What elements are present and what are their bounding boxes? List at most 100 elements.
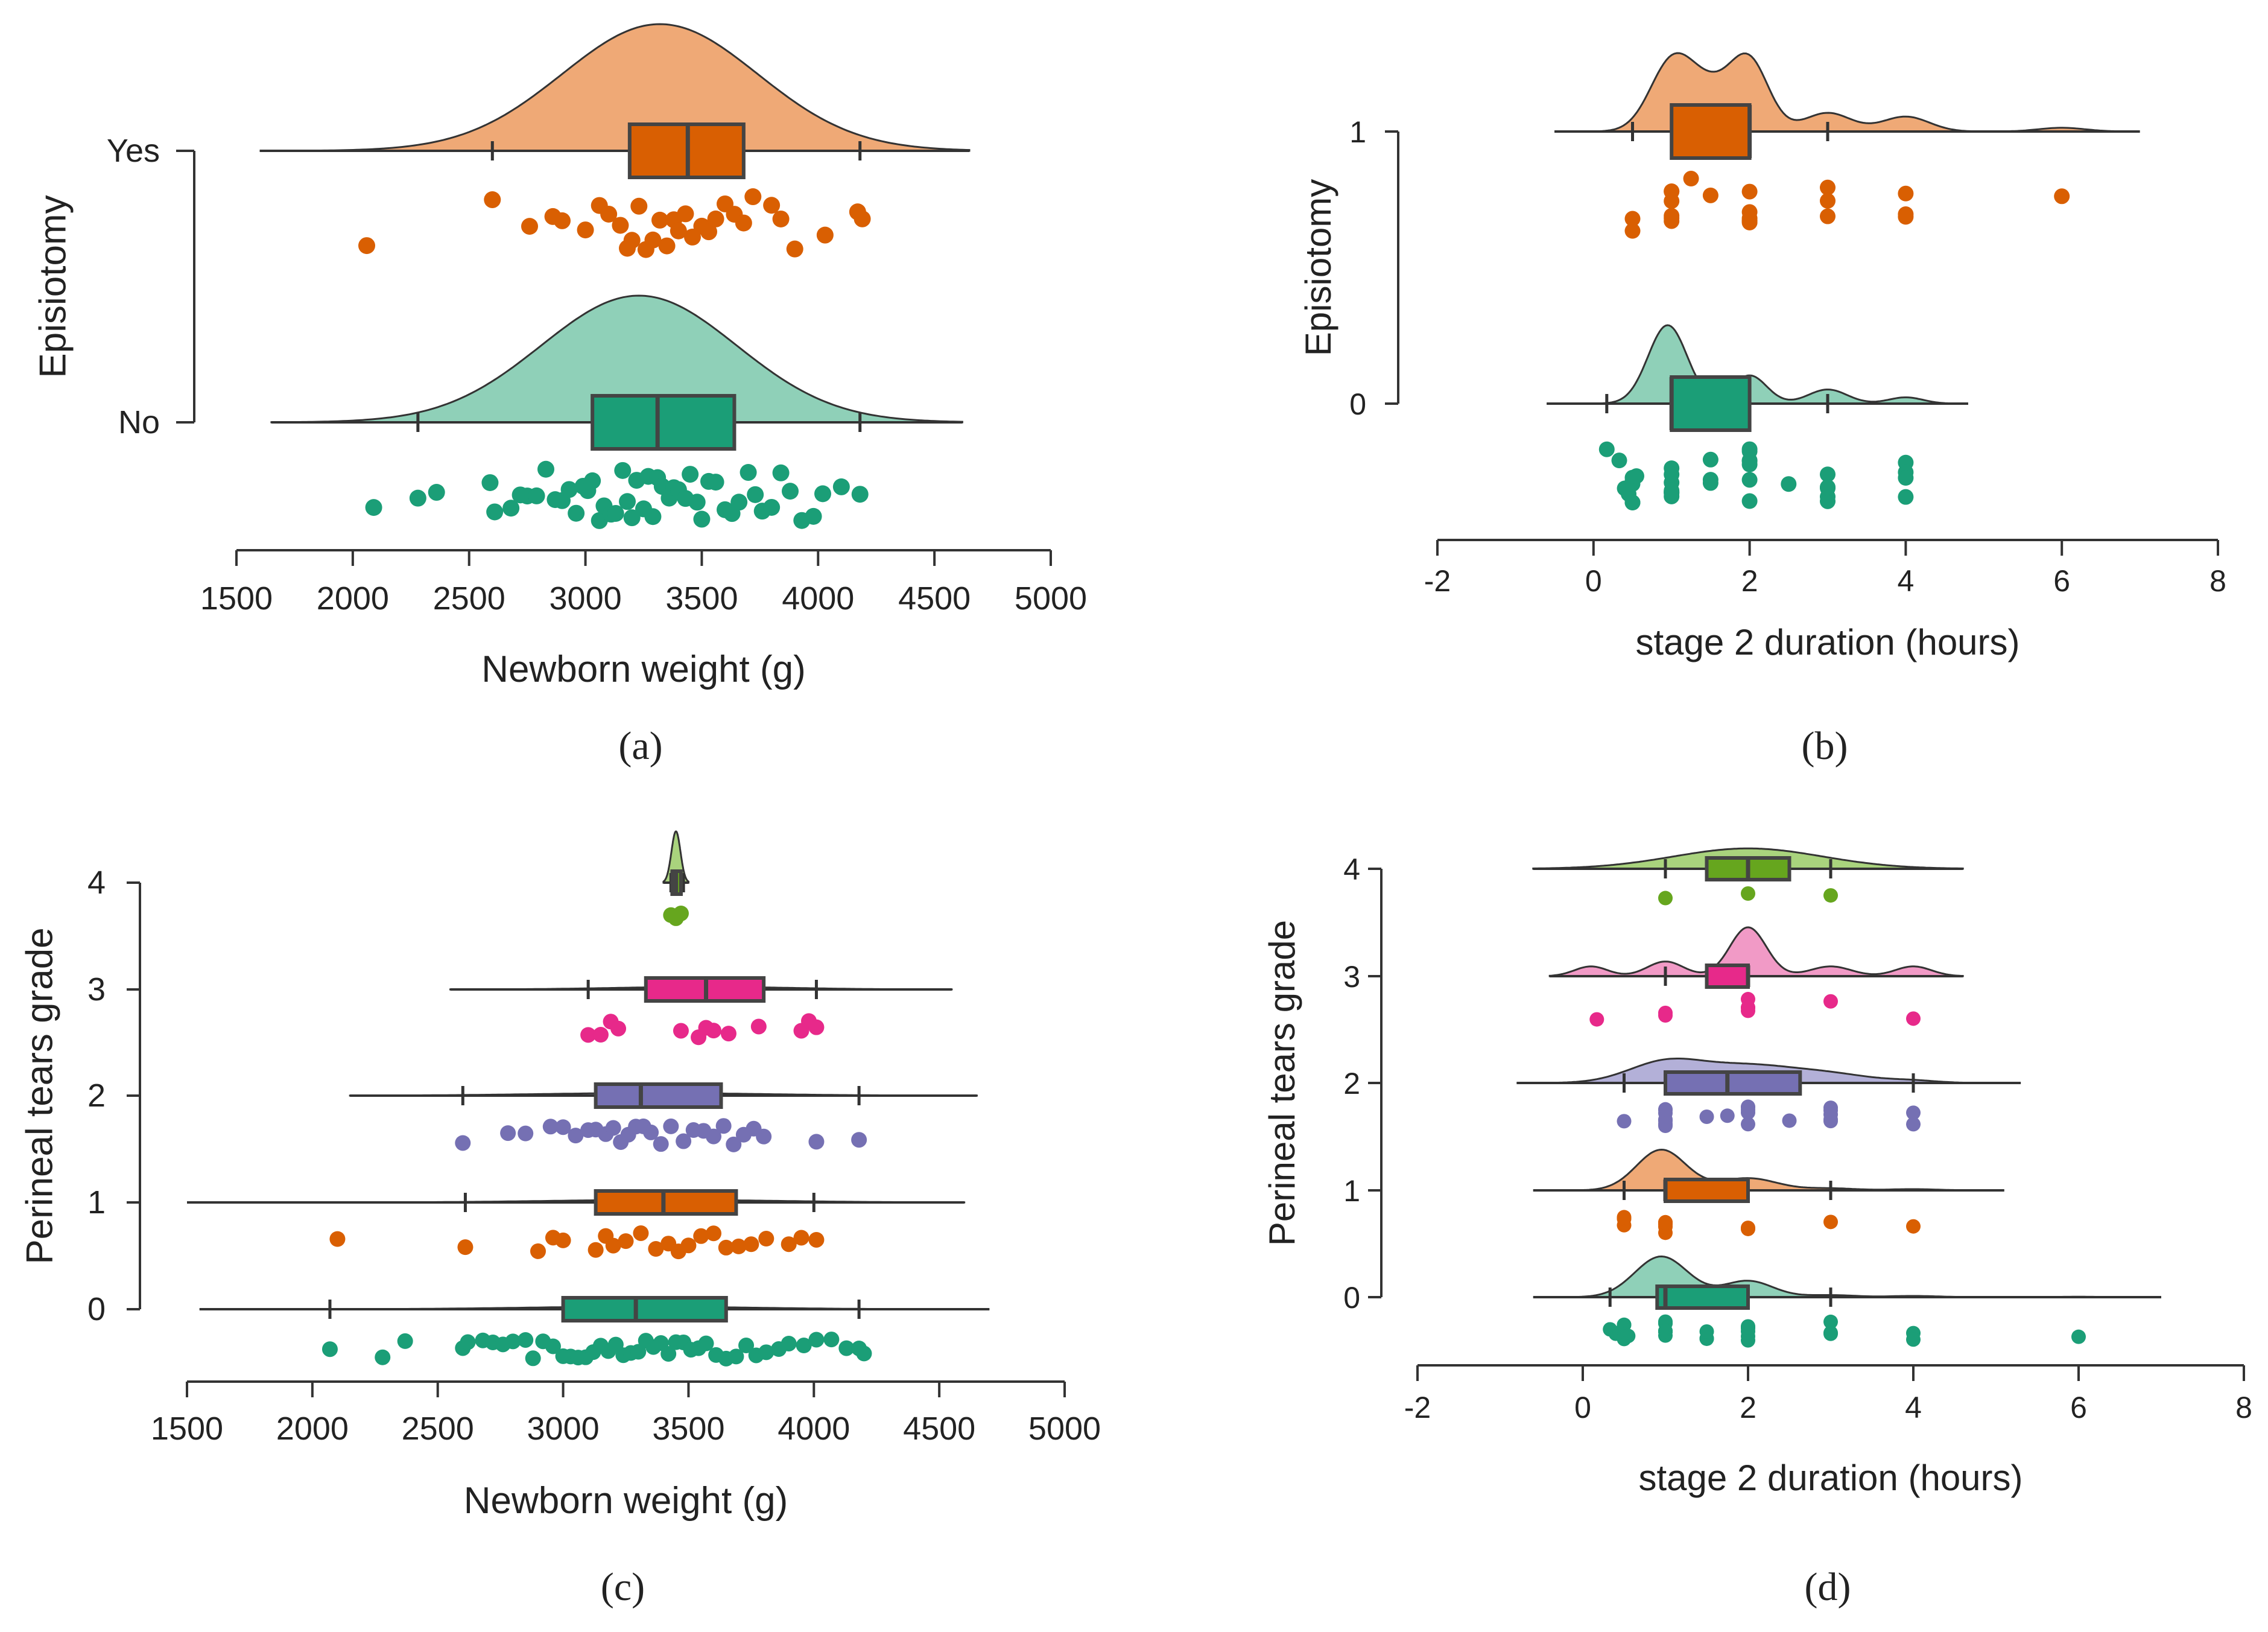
data-point (460, 1334, 476, 1350)
data-point (1624, 494, 1641, 510)
x-tick-label: 2000 (317, 580, 389, 617)
data-point (1741, 456, 1758, 472)
data-point (735, 214, 752, 232)
data-point (682, 466, 699, 483)
data-point (484, 191, 501, 209)
y-tick-label: 0 (1343, 1281, 1360, 1315)
data-point (358, 237, 375, 255)
y-tick-label: 3 (1343, 960, 1360, 994)
data-point (756, 1128, 772, 1145)
y-tick-label: 3 (87, 971, 106, 1008)
y-axis-title: Episiotomy (1298, 179, 1338, 356)
x-tick-label: 3500 (665, 580, 738, 617)
data-point (1664, 483, 1680, 499)
data-point (525, 1350, 541, 1367)
data-point (455, 1135, 471, 1151)
density-cloud (270, 294, 963, 424)
data-point (758, 1344, 774, 1361)
box (1655, 1284, 1750, 1310)
data-point (747, 486, 764, 503)
data-point (816, 226, 834, 244)
data-point (1741, 886, 1755, 901)
data-point (555, 1232, 571, 1248)
data-point (1658, 1102, 1673, 1117)
data-point (1664, 193, 1680, 209)
x-tick-label: 8 (2209, 564, 2226, 598)
data-point (851, 1132, 867, 1148)
data-point (786, 240, 803, 258)
data-point (698, 1335, 714, 1351)
data-point (619, 493, 636, 510)
data-point (542, 1119, 559, 1135)
data-point (633, 1225, 649, 1241)
data-point (545, 1338, 561, 1354)
y-axis-title: Perineal tears grade (19, 927, 60, 1264)
data-point (688, 494, 706, 511)
x-tick-label: 2000 (276, 1411, 349, 1447)
data-point (706, 1128, 721, 1145)
density-cloud (1547, 324, 1968, 405)
density-cloud (259, 23, 971, 152)
data-point (1820, 208, 1836, 224)
data-point (568, 1128, 584, 1144)
y-tick-label: No (118, 404, 160, 440)
data-point (680, 1237, 697, 1254)
data-point (1741, 1000, 1755, 1015)
data-point (1782, 1113, 1797, 1128)
data-point (500, 1125, 516, 1141)
group-0: 0 (1343, 1255, 2161, 1348)
data-point (781, 1236, 797, 1253)
box (591, 394, 736, 451)
group-1: 1 (1343, 1148, 2004, 1240)
box (594, 1189, 738, 1216)
data-point (808, 1231, 825, 1248)
data-point (676, 1133, 692, 1149)
x-tick-label: 6 (2070, 1391, 2087, 1424)
y-tick-label: 1 (1349, 115, 1366, 149)
data-point (518, 1332, 534, 1348)
data-point (486, 503, 504, 521)
data-point (592, 1027, 609, 1043)
y-tick-label: 0 (87, 1291, 106, 1327)
data-point (1699, 1324, 1714, 1339)
data-point (707, 474, 724, 491)
data-point (521, 218, 538, 235)
data-point (763, 197, 781, 214)
data-point (612, 217, 629, 234)
data-point (1664, 208, 1680, 224)
data-point (1702, 475, 1718, 491)
density-cloud (1548, 926, 1964, 977)
x-tick-label: 2 (1741, 564, 1758, 598)
x-tick-label: 2 (1740, 1391, 1756, 1424)
x-tick-label: 3000 (527, 1411, 600, 1447)
panel-d-chart: -2 0 2 4 6 8 stage 2 duration (hours) Perineal … (1262, 847, 2252, 1609)
data-point (375, 1349, 391, 1365)
panel-label: (b) (1802, 724, 1848, 768)
panel-label: (c) (601, 1565, 645, 1609)
data-point (706, 1225, 721, 1242)
data-point (409, 489, 426, 507)
group-4: 4 (1343, 847, 1964, 906)
y-tick-label: 1 (87, 1184, 106, 1221)
data-point (329, 1231, 346, 1247)
data-point (518, 1125, 534, 1141)
data-point (763, 498, 781, 516)
x-tick-label: 1500 (151, 1411, 223, 1447)
group-0: 0 (1349, 324, 1968, 511)
data-point (707, 210, 724, 227)
data-point (1617, 1114, 1632, 1129)
data-point (643, 1124, 659, 1140)
data-point (2054, 188, 2070, 205)
box (1705, 964, 1750, 989)
group-3: 3 (87, 971, 953, 1046)
data-point (1589, 1012, 1604, 1027)
x-tick-label: 0 (1574, 1391, 1591, 1424)
data-point (772, 464, 790, 481)
data-point (1699, 1110, 1714, 1125)
data-point (1820, 493, 1836, 509)
data-point (1820, 179, 1836, 195)
data-point (1741, 183, 1758, 200)
y-tick-label: 4 (87, 865, 106, 901)
data-point (630, 197, 648, 215)
